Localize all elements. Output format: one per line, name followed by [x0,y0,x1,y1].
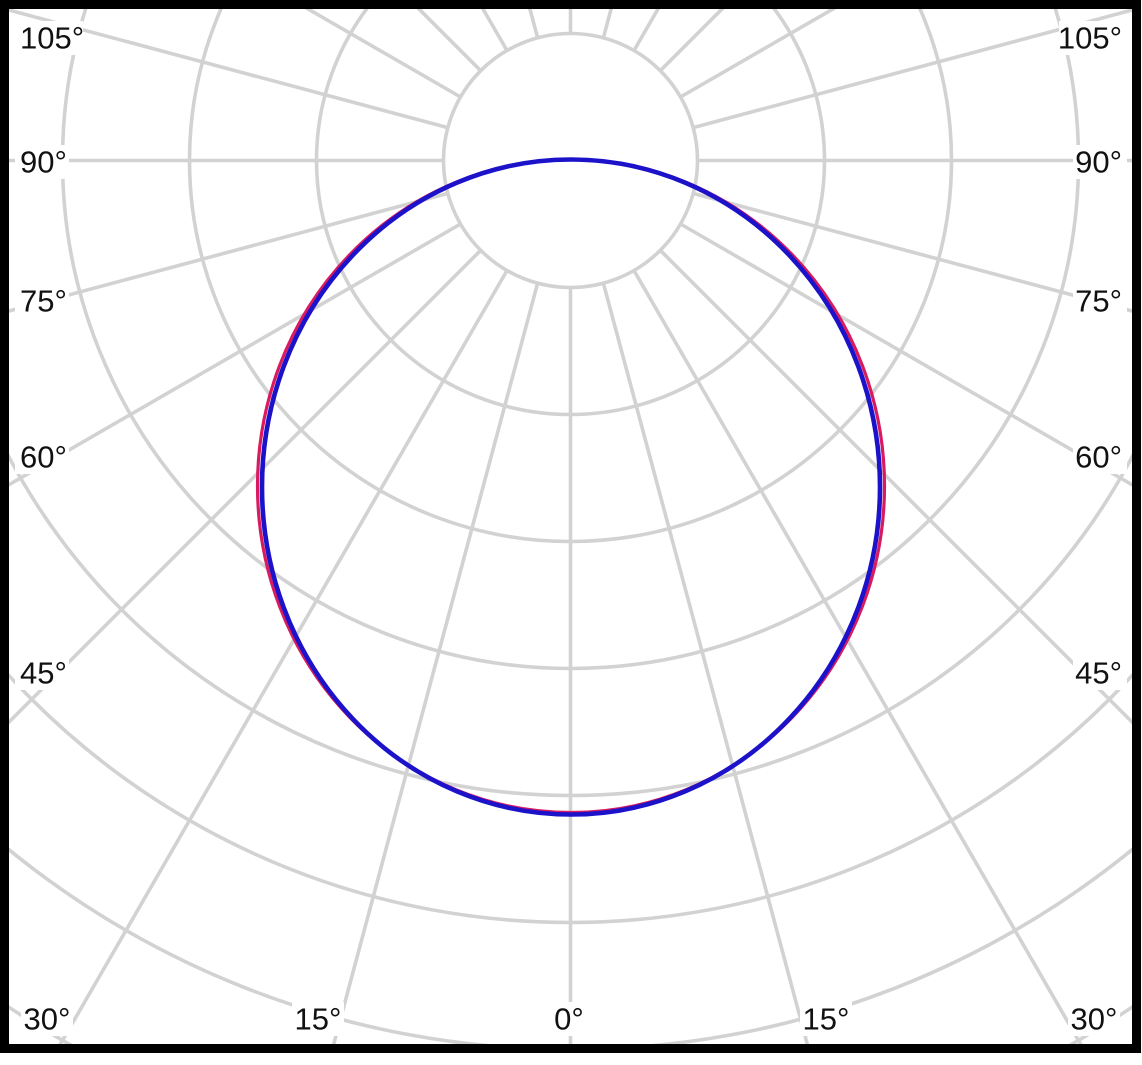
angle-label-bg [800,1002,852,1036]
angle-label-bg [1059,21,1127,55]
angle-label-bg [1073,440,1127,474]
angle-label-bg [1073,284,1127,318]
angle-label-bg [292,1002,344,1036]
intensity-blue-curve [259,157,883,817]
grid-spoke-45deg [659,249,1132,725]
angle-label: 30° [1071,1002,1118,1037]
angle-label-bg [15,21,83,55]
angle-label-bg [15,145,69,179]
grid-spoke-105deg [692,9,1132,130]
angle-labels: 105° 90° 75° 60° 45° 105° 90° 75° 60° 45° 30° 15° 0°… [15,21,1127,1037]
angle-label: 90° [20,145,67,180]
angle-label-bg [15,656,69,690]
angle-label: 15° [803,1002,850,1037]
grid-spoke-15deg [601,282,810,1044]
grid-spoke-255deg [9,9,449,130]
angle-label: 60° [1075,440,1122,475]
angle-label-bg [15,284,69,318]
grid-spoke-345deg [331,282,540,1044]
angle-label: 105° [1058,21,1122,56]
angle-label: 30° [24,1002,71,1037]
grid-spoke-285deg [9,191,449,313]
grid-spoke-315deg [9,249,482,725]
angle-label: 0° [554,1002,584,1037]
angle-label-bg [1068,1002,1120,1036]
angle-label: 15° [295,1002,342,1037]
grid-spoke-330deg [58,269,509,1044]
angle-label-bg [1073,656,1127,690]
angle-label: 105° [20,21,84,56]
grid-spoke-120deg [679,9,837,99]
angle-label: 75° [20,284,67,319]
angle-label-bg [551,1002,587,1036]
angle-label: 75° [1075,284,1122,319]
angle-label: 90° [1075,145,1122,180]
grid-spoke-75deg [692,191,1132,313]
angle-label-bg [21,1002,73,1036]
angle-label-bg [1073,145,1127,179]
grid-spoke-30deg [632,269,1083,1044]
angle-label: 60° [20,440,67,475]
angle-label: 45° [20,656,67,691]
angle-label-bg [15,440,69,474]
grid-spoke-240deg [304,9,462,99]
angle-label: 45° [1075,656,1122,691]
